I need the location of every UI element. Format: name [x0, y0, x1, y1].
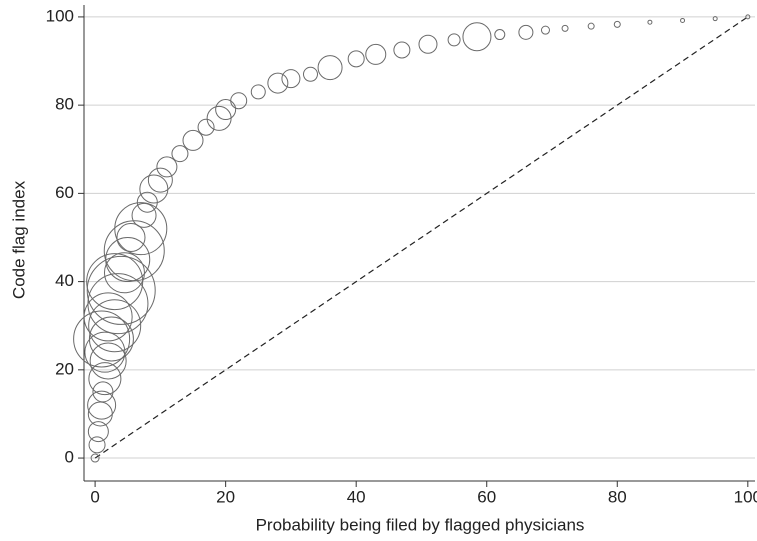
bubble — [462, 22, 492, 52]
bubble — [647, 19, 653, 25]
bubble — [103, 252, 145, 294]
bubble — [540, 25, 550, 35]
bubble — [494, 29, 506, 41]
bubble — [88, 362, 122, 396]
bubble — [116, 222, 146, 252]
bubble — [83, 292, 133, 342]
bubble — [73, 310, 131, 368]
bubble — [89, 342, 127, 380]
bubble — [147, 167, 173, 193]
bubble — [87, 421, 109, 443]
x-tick-label: 20 — [216, 487, 235, 506]
bubble — [745, 14, 751, 20]
bubble — [87, 273, 149, 335]
bubble — [712, 16, 718, 22]
bubble — [518, 24, 534, 40]
y-tick-label: 80 — [55, 95, 74, 114]
bubble — [103, 220, 165, 282]
bubble — [587, 22, 595, 30]
y-tick-label: 40 — [55, 271, 74, 290]
bubble — [267, 72, 289, 94]
bubble — [418, 34, 438, 54]
x-tick-label: 0 — [90, 487, 99, 506]
bubble — [250, 84, 266, 100]
bubble — [87, 401, 113, 427]
bubble — [92, 381, 114, 403]
bubble — [206, 105, 232, 131]
bubble — [447, 33, 461, 47]
bubble — [680, 17, 686, 23]
y-tick-label: 0 — [65, 448, 74, 467]
bubble — [197, 118, 215, 136]
bubble — [561, 24, 569, 32]
bubble — [182, 129, 204, 151]
x-tick-label: 40 — [347, 487, 366, 506]
bubble — [88, 316, 134, 362]
bubble — [90, 453, 100, 463]
bubble — [230, 92, 248, 110]
x-tick-label: 100 — [734, 487, 757, 506]
bubble — [215, 99, 237, 121]
bubble — [84, 331, 126, 373]
x-axis-label: Probability being filed by flagged physi… — [256, 515, 585, 534]
y-tick-label: 60 — [55, 183, 74, 202]
bubble — [302, 66, 318, 82]
bubble — [139, 174, 169, 204]
bubble — [88, 436, 106, 454]
x-tick-label: 60 — [477, 487, 496, 506]
bubble — [156, 156, 178, 178]
bubble — [171, 145, 189, 163]
bubble — [613, 20, 621, 28]
bubble — [131, 202, 157, 228]
y-axis-label: Code flag index — [9, 180, 28, 299]
bubble — [281, 69, 301, 89]
y-tick-label: 20 — [55, 359, 74, 378]
bubble — [365, 43, 387, 65]
bubble — [87, 390, 117, 420]
bubble — [317, 55, 343, 81]
reference-line — [94, 16, 749, 459]
x-tick-label: 80 — [608, 487, 627, 506]
bubble — [114, 202, 168, 256]
bubble — [393, 41, 411, 59]
bubble — [347, 50, 365, 68]
y-tick-label: 100 — [46, 6, 74, 25]
bubble — [86, 255, 156, 325]
bubble — [88, 299, 142, 353]
